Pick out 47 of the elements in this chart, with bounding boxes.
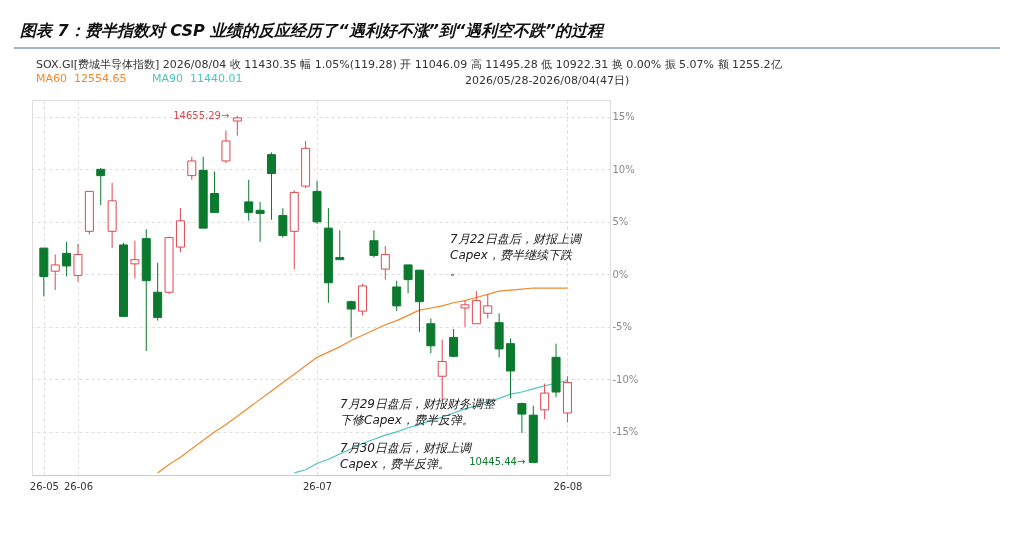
- candlestick: [232, 115, 242, 137]
- candlestick: [335, 229, 345, 261]
- x-tick-label: 26-05: [29, 480, 59, 492]
- candlestick: [221, 129, 231, 164]
- candlestick: [255, 201, 265, 243]
- y-tick-label: -15%: [612, 426, 639, 438]
- candlestick: [96, 167, 106, 206]
- text: 12554.65: [74, 72, 127, 85]
- candlestick: [380, 245, 390, 281]
- candlestick: [471, 290, 481, 325]
- x-tick-label: 26-07: [302, 480, 333, 492]
- candlestick: [346, 300, 356, 338]
- candlestick: [73, 243, 83, 283]
- line-series: [157, 287, 569, 474]
- candlestick: [50, 253, 60, 291]
- annotation: 7月22日盘后，财报上调Capex，费半继续下跌。: [450, 232, 583, 278]
- candlestick: [449, 328, 459, 358]
- y-tick-label: 10%: [612, 163, 635, 175]
- y-tick-label: 5%: [612, 216, 629, 228]
- annotation: 14655.29→: [173, 109, 230, 121]
- candlestick: [392, 280, 402, 312]
- y-tick-label: 15%: [612, 111, 635, 123]
- candlestick: [426, 317, 436, 354]
- text: 11440.01: [190, 72, 243, 85]
- candlestick: [540, 383, 550, 420]
- candlestick: [278, 207, 288, 239]
- x-tick-label: 26-06: [63, 480, 94, 492]
- chart-title: 图表 7：费半指数对 CSP 业绩的反应经历了“遇利好不涨”到“遇利空不跌”的过程: [20, 21, 606, 40]
- candlestick: [244, 179, 254, 222]
- candlestick: [187, 156, 197, 181]
- candlestick: [130, 240, 140, 280]
- candlestick: [369, 229, 379, 259]
- candlestick: [403, 264, 413, 294]
- y-tick-label: -10%: [612, 373, 639, 385]
- y-tick-label: -5%: [612, 321, 632, 333]
- candlestick: [517, 402, 527, 434]
- candlestick: [483, 293, 493, 319]
- candlestick: [266, 152, 276, 221]
- candlestick: [460, 300, 470, 328]
- candlestick: [62, 241, 72, 277]
- candlestick: [210, 170, 220, 213]
- y-tick-label: 0%: [612, 268, 629, 280]
- text: MA60: [36, 72, 68, 85]
- text: MA90: [152, 72, 184, 85]
- text: SOX.GI[费城半导体指数] 2026/08/04 收 11430.35 幅 1.05%(119.28) 开 11046.09 高 11495.28 低 10922.31 换 0.00% 振 5.07% 额 1255.2亿: [36, 58, 782, 71]
- x-tick-label: 26-08: [553, 480, 583, 492]
- text: 2026/05/28-2026/08/04(47日): [465, 74, 630, 87]
